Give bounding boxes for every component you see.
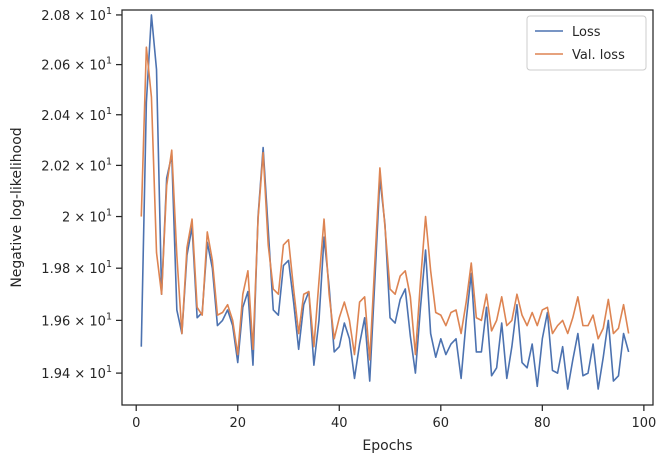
series-line-loss — [140, 14, 630, 390]
y-tick-label: 2.08 × 101 — [41, 6, 112, 24]
legend-label-loss: Loss — [572, 25, 601, 40]
y-tick-label: 1.98 × 101 — [41, 259, 112, 277]
y-axis-label: Negative log-likelihood — [9, 127, 25, 287]
x-tick-label: 20 — [229, 416, 246, 431]
y-tick-label: 1.96 × 101 — [41, 311, 112, 329]
x-axis: 0 20 40 60 80 100 — [132, 405, 656, 431]
plot-frame — [121, 9, 654, 406]
legend-label-val-loss: Val. loss — [572, 48, 625, 63]
y-tick-label: 2.02 × 101 — [41, 156, 112, 174]
y-tick-label: 2.04 × 101 — [41, 106, 112, 124]
x-tick-label: 80 — [534, 416, 551, 431]
x-tick-label: 0 — [132, 416, 140, 431]
x-tick-label: 100 — [631, 416, 656, 431]
y-tick-label: 2.06 × 101 — [41, 56, 112, 74]
legend: Loss Val. loss — [526, 15, 647, 71]
legend-box — [526, 15, 647, 71]
x-tick-label: 60 — [433, 416, 450, 431]
y-axis: 1.94 × 101 1.96 × 101 1.98 × 101 2 × 101 2.0… — [41, 6, 122, 382]
y-tick-label: 2 × 101 — [62, 208, 112, 226]
x-axis-label: Epochs — [362, 438, 412, 454]
series-line-val-loss — [140, 46, 630, 361]
series-layer — [140, 14, 630, 390]
y-tick-label: 1.94 × 101 — [41, 364, 112, 382]
x-tick-label: 40 — [331, 416, 348, 431]
